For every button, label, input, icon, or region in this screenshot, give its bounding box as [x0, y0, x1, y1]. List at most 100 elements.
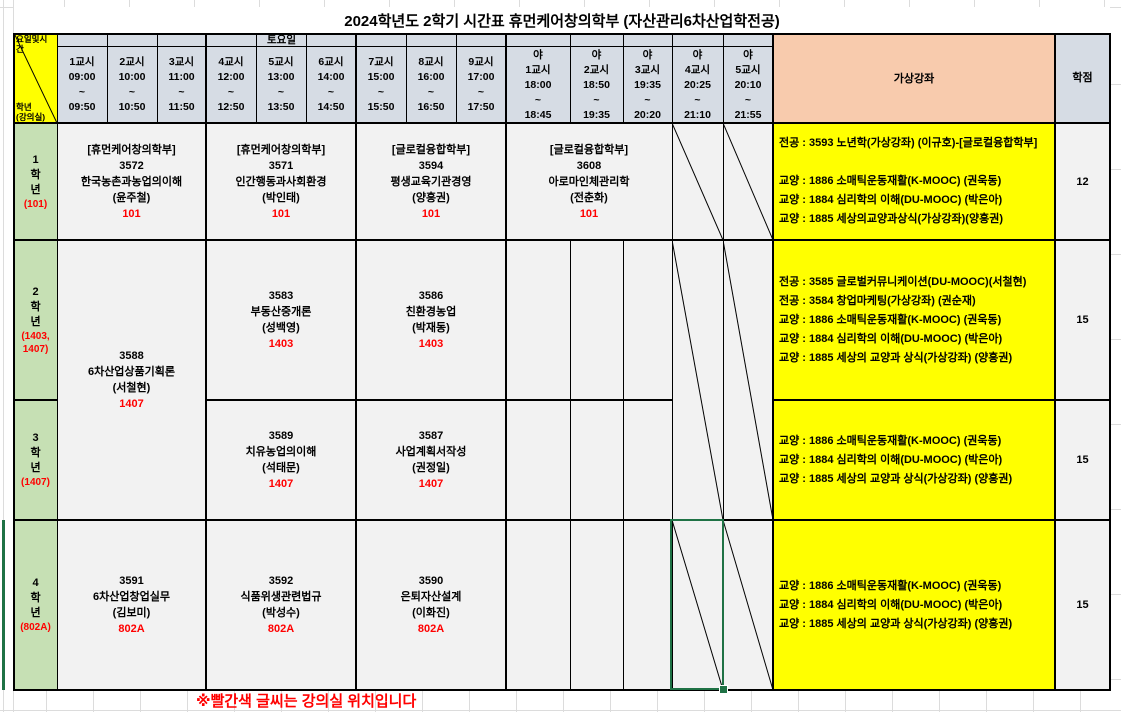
night-period-header-3[interactable]: 야 3교시 19:35 ~ 20:20	[623, 47, 672, 123]
virtual-course-line: 전공 : 3593 노년학(가상강좌) (이규호)-[글로컬융합학부]	[779, 137, 1038, 149]
virtual-course-line: 교양 : 1886 소매틱운동재활(K-MOOC) (권욱동)	[779, 579, 1002, 592]
selection-fill-handle[interactable]	[719, 685, 728, 694]
virtual-course-line: 전공 : 3585 글로벌커뮤니케이션(DU-MOOC)(서철현)	[779, 275, 1027, 288]
virtual-course-line: 교양 : 1886 소매틱운동재활(K-MOOC) (권욱동)	[779, 175, 1002, 187]
night-period-header-1[interactable]: 야 1교시 18:00 ~ 18:45	[506, 47, 570, 123]
virtual-course-header[interactable]: 가상강좌	[773, 33, 1055, 123]
class-cell-y1-p7-9[interactable]: [글로컬융합학부] 3594 평생교육기관경영 (양흥권) 101	[356, 123, 506, 240]
period-header-2[interactable]: 2교시 10:00 ~ 10:50	[107, 47, 157, 123]
class-room: 101	[421, 207, 441, 220]
virtual-course-line: 교양 : 1884 심리학의 이해(DU-MOOC) (박은아)	[779, 453, 1003, 466]
credits-y2[interactable]: 15	[1055, 240, 1110, 400]
virtual-courses-y2[interactable]: 전공 : 3585 글로벌커뮤니케이션(DU-MOOC)(서철현) 전공 : 3…	[773, 240, 1055, 400]
class-cell-y1-p4-6[interactable]: [휴먼케어창의학부] 3571 인간행동과사회환경 (박인태) 101	[206, 123, 356, 240]
grade-label-year3[interactable]: 3 학 년 (1407)	[14, 400, 57, 520]
period-header-6[interactable]: 6교시 14:00 ~ 14:50	[306, 47, 356, 123]
border-line	[672, 33, 673, 690]
border-line	[13, 519, 1111, 521]
class-cell-y3-p4-6[interactable]: 3589 치유농업의이해 (석태문) 1407	[206, 400, 356, 520]
class-cell-y2-p4-6[interactable]: 3583 부동산중개론 (성백영) 1403	[206, 240, 356, 400]
period-header-7[interactable]: 7교시 15:00 ~ 15:50	[356, 47, 406, 123]
night-header-strip	[506, 33, 773, 47]
night-period-header-5[interactable]: 야 5교시 20:10 ~ 21:55	[723, 47, 773, 123]
border-line	[723, 33, 724, 690]
class-room: 1407	[418, 478, 444, 490]
class-info: 3589 치유농업의이해 (석태문)	[245, 430, 317, 474]
sheet-gridline-left	[3, 0, 4, 712]
grade-label-year4[interactable]: 4 학 년 (802A)	[14, 520, 57, 690]
selected-cell-outline[interactable]	[670, 519, 724, 690]
diagonal-line	[723, 123, 773, 240]
border-line	[456, 33, 457, 123]
saturday-header[interactable]: 토요일	[57, 33, 506, 47]
class-room: 101	[271, 207, 291, 220]
grade-text: 3 학 년	[30, 432, 41, 474]
credits-y3[interactable]: 15	[1055, 400, 1110, 520]
virtual-course-line: 교양 : 1885 세상의교양과상식(가상강좌)(양흥권)	[779, 213, 1003, 225]
border-line	[772, 33, 774, 690]
class-room: 1407	[119, 398, 144, 410]
period-header-8[interactable]: 8교시 16:00 ~ 16:50	[406, 47, 456, 123]
border-line	[406, 33, 407, 123]
period-header-4[interactable]: 4교시 12:00 ~ 12:50	[206, 47, 256, 123]
class-info: 3588 6차산업상품기획론 (서철현)	[87, 350, 176, 394]
class-cell-y4-p7-9[interactable]: 3590 은퇴자산설계 (이화진) 802A	[356, 520, 506, 690]
class-room: 1403	[418, 338, 444, 350]
class-room: 101	[579, 207, 599, 220]
grade-text: 4 학 년	[30, 577, 41, 619]
class-room: 802A	[267, 623, 295, 635]
virtual-course-line: 교양 : 1886 소매틱운동재활(K-MOOC) (권욱동)	[779, 313, 1002, 326]
night-period-header-4[interactable]: 야 4교시 20:25 ~ 21:10	[672, 47, 723, 123]
virtual-course-line: 교양 : 1885 세상의 교양과 상식(가상강좌) (양흥권)	[779, 472, 1013, 485]
footnote: ※빨간색 글씨는 강의실 위치입니다	[196, 693, 417, 710]
class-room: 802A	[417, 623, 445, 635]
class-info: 3592 식품위생관련법규 (박성수)	[240, 575, 322, 619]
period-header-1[interactable]: 1교시 09:00 ~ 09:50	[57, 47, 107, 123]
class-cell-y4-p1-3[interactable]: 3591 6차산업창업실무 (김보미) 802A	[57, 520, 206, 690]
virtual-courses-y1[interactable]: 전공 : 3593 노년학(가상강좌) (이규호)-[글로컬융합학부] 교양 :…	[773, 123, 1055, 240]
class-info: 3590 은퇴자산설계 (이화진)	[400, 575, 462, 619]
virtual-courses-y4[interactable]: 교양 : 1886 소매틱운동재활(K-MOOC) (권욱동) 교양 : 188…	[773, 520, 1055, 690]
night-period-header-2[interactable]: 야 2교시 18:50 ~ 19:35	[570, 47, 623, 123]
class-room: 802A	[118, 623, 145, 635]
period-header-3[interactable]: 3교시 11:00 ~ 11:50	[157, 47, 206, 123]
period-header-9[interactable]: 9교시 17:00 ~ 17:50	[456, 47, 506, 123]
class-cell-y1-p1-3[interactable]: [휴먼케어창의학부] 3572 한국농촌과농업의이해 (윤주철) 101	[57, 123, 206, 240]
class-info: 3583 부동산중개론 (성백영)	[250, 290, 312, 334]
class-cell-y3-p7-9[interactable]: 3587 사업계획서작성 (권정일) 1407	[356, 400, 506, 520]
virtual-course-line: 교양 : 1885 세상의 교양과 상식(가상강좌) (양흥권)	[779, 617, 1013, 630]
grade-room: (1407)	[21, 477, 50, 488]
virtual-courses-y3[interactable]: 교양 : 1886 소매틱운동재활(K-MOOC) (권욱동) 교양 : 188…	[773, 400, 1055, 520]
border-line	[570, 240, 571, 690]
grade-label-year1[interactable]: 1 학 년 (101)	[14, 123, 57, 240]
diagonal-line	[723, 520, 773, 690]
class-room: 101	[122, 207, 141, 220]
border-line	[13, 33, 15, 690]
grade-text: 1 학 년	[30, 153, 41, 196]
class-room: 1407	[268, 478, 294, 490]
class-info: 3586 친환경농업 (박재동)	[405, 290, 457, 334]
border-line	[256, 33, 257, 123]
border-line	[1109, 33, 1111, 690]
border-line	[13, 33, 1111, 35]
class-info: [휴먼케어창의학부] 3572 한국농촌과농업의이해 (윤주철)	[80, 143, 183, 204]
credits-y4[interactable]: 15	[1055, 520, 1110, 690]
border-line	[570, 33, 571, 123]
grade-label-year2[interactable]: 2 학 년 (1403, 1407)	[14, 240, 57, 400]
class-cell-y2-p7-9[interactable]: 3586 친환경농업 (박재동) 1403	[356, 240, 506, 400]
border-line	[355, 33, 357, 690]
border-line	[623, 240, 624, 690]
corner-cell[interactable]: 요일및시간 학년 (강의실)	[14, 33, 57, 123]
credits-y1[interactable]: 12	[1055, 123, 1110, 240]
period-header-5[interactable]: 5교시 13:00 ~ 13:50	[256, 47, 306, 123]
class-cell-y4-p4-6[interactable]: 3592 식품위생관련법규 (박성수) 802A	[206, 520, 356, 690]
grade-room: (802A)	[20, 622, 51, 633]
class-cell-y23-p1-3-merged[interactable]: 3588 6차산업상품기획론 (서철현) 1407	[57, 240, 206, 520]
diagonal-line	[672, 240, 723, 520]
sheet-gridline-bottom-row	[0, 710, 1121, 711]
virtual-course-line: 교양 : 1885 세상의 교양과 상식(가상강좌) (양흥권)	[779, 351, 1013, 364]
credits-header[interactable]: 학점	[1055, 33, 1110, 123]
border-line	[107, 33, 108, 123]
row-selection-indicator	[2, 520, 5, 690]
class-cell-y1-night1-3[interactable]: [글로컬융합학부] 3608 아로마인체관리학 (전춘화) 101	[506, 123, 672, 240]
